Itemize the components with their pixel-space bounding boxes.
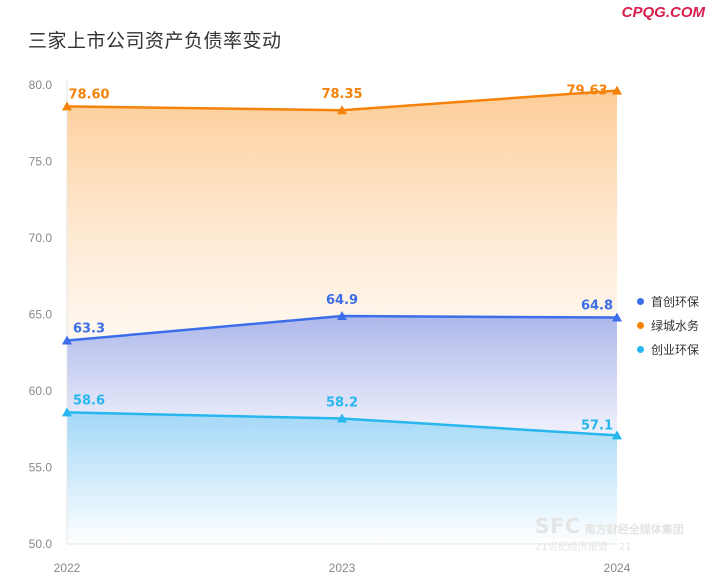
site-watermark: CPQG.COM (621, 4, 705, 21)
legend-swatch-2 (637, 345, 644, 353)
legend-swatch-0 (637, 297, 644, 305)
marker-首创环保-2023 (337, 311, 347, 321)
y-tick-label-1: 55.0 (29, 461, 53, 475)
legend-item-2[interactable]: 创业环保 (637, 337, 699, 361)
y-tick-label-4: 70.0 (29, 231, 53, 245)
x-tick-label-0: 2022 (54, 561, 81, 575)
area-series-创业环保 (67, 412, 617, 544)
y-tick-label-5: 75.0 (29, 155, 53, 169)
y-tick-label-2: 60.0 (29, 384, 53, 398)
watermark-line2: 21世纪经济报道 (535, 542, 608, 553)
watermark-logo: SFC (535, 514, 581, 538)
chart-legend: 首创环保 绿城水务 创业环保 (637, 289, 699, 361)
area-series-绿城水务 (67, 90, 617, 341)
marker-创业环保-2022 (62, 407, 72, 417)
footer-watermark: SFC 南方财经全媒体集团 21世纪经济报道 21 (535, 514, 684, 553)
watermark-badge: 21 (618, 542, 632, 553)
marker-首创环保-2024 (612, 312, 622, 322)
legend-label-2: 创业环保 (651, 342, 700, 357)
marker-创业环保-2023 (337, 413, 347, 423)
legend-label-1: 绿城水务 (651, 318, 700, 333)
y-tick-label-0: 50.0 (29, 537, 53, 551)
watermark-org: 南方财经全媒体集团 (584, 523, 684, 536)
marker-绿城水务-2023 (337, 105, 347, 115)
chart-title: 三家上市公司资产负债率变动 (28, 30, 282, 52)
legend-label-0: 首创环保 (651, 294, 700, 309)
data-label-创业环保-2024: 57.1 (581, 418, 613, 433)
legend-item-0[interactable]: 首创环保 (637, 289, 699, 313)
y-tick-label-6: 80.0 (29, 78, 53, 92)
legend-swatch-1 (637, 321, 644, 329)
data-label-绿城水务-2022: 78.60 (68, 87, 109, 102)
x-tick-label-1: 2023 (329, 561, 356, 575)
data-label-绿城水务-2023: 78.35 (321, 87, 362, 102)
area-series-首创环保 (67, 316, 617, 436)
marker-绿城水务-2024 (612, 85, 622, 95)
data-label-绿城水务-2024: 79.63 (566, 84, 607, 99)
data-label-首创环保-2023: 64.9 (326, 293, 358, 308)
x-tick-label-2: 2024 (604, 561, 631, 575)
marker-首创环保-2022 (62, 335, 72, 345)
marker-绿城水务-2022 (62, 101, 72, 111)
data-label-首创环保-2022: 63.3 (73, 322, 105, 337)
data-label-创业环保-2023: 58.2 (326, 396, 358, 411)
marker-创业环保-2024 (612, 430, 622, 440)
y-tick-label-3: 65.0 (29, 308, 53, 322)
data-label-创业环保-2022: 58.6 (73, 393, 105, 408)
legend-item-1[interactable]: 绿城水务 (637, 313, 699, 337)
data-label-首创环保-2024: 64.8 (581, 299, 613, 314)
